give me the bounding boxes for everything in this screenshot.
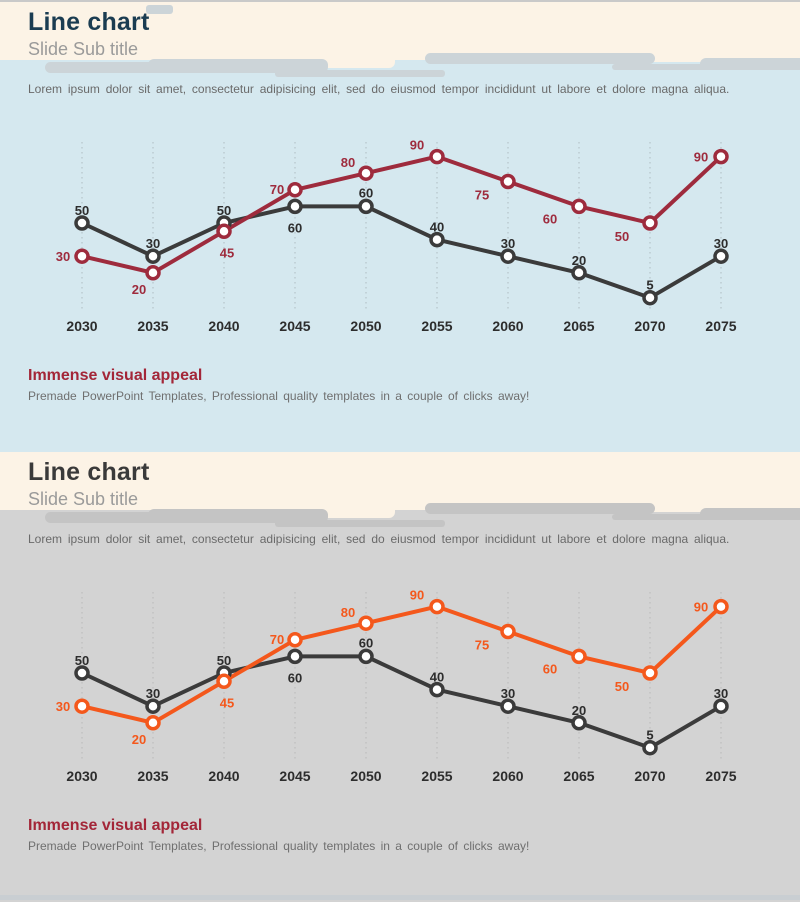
svg-text:60: 60 bbox=[359, 635, 373, 650]
footer-heading: Immense visual appeal bbox=[28, 817, 203, 834]
svg-text:30: 30 bbox=[714, 236, 728, 251]
svg-text:75: 75 bbox=[475, 188, 489, 203]
svg-text:2075: 2075 bbox=[705, 768, 736, 784]
svg-text:2050: 2050 bbox=[350, 768, 381, 784]
svg-text:20: 20 bbox=[572, 703, 586, 718]
cloud-decoration bbox=[612, 64, 732, 70]
slide-title: Line chart bbox=[28, 8, 150, 36]
cloud-decoration bbox=[425, 503, 655, 514]
svg-text:30: 30 bbox=[56, 699, 70, 714]
svg-text:90: 90 bbox=[410, 138, 424, 153]
svg-text:60: 60 bbox=[359, 185, 373, 200]
slide-subtitle: Slide Sub title bbox=[28, 39, 139, 59]
svg-text:70: 70 bbox=[270, 632, 284, 647]
svg-text:60: 60 bbox=[543, 211, 557, 226]
cloud-decoration bbox=[146, 5, 173, 14]
svg-text:40: 40 bbox=[430, 220, 444, 235]
svg-text:2055: 2055 bbox=[421, 318, 452, 334]
svg-text:2055: 2055 bbox=[421, 768, 452, 784]
svg-text:2035: 2035 bbox=[137, 318, 168, 334]
slide-2: Line chart Slide Sub title Lorem ipsum d… bbox=[0, 452, 800, 902]
svg-text:2045: 2045 bbox=[279, 318, 310, 334]
bottom-strip bbox=[0, 895, 800, 900]
svg-text:50: 50 bbox=[217, 203, 231, 218]
slide-1-header: Line chart Slide Sub title bbox=[0, 2, 800, 60]
cloud-decoration bbox=[275, 520, 445, 527]
svg-text:2060: 2060 bbox=[492, 318, 523, 334]
svg-text:50: 50 bbox=[615, 679, 629, 694]
svg-text:5: 5 bbox=[646, 728, 653, 743]
cloud-decoration bbox=[148, 59, 328, 73]
body-text: Lorem ipsum dolor sit amet, consectetur … bbox=[28, 82, 730, 96]
svg-text:2060: 2060 bbox=[492, 768, 523, 784]
svg-text:20: 20 bbox=[132, 282, 146, 297]
svg-text:2040: 2040 bbox=[208, 318, 239, 334]
body-text: Lorem ipsum dolor sit amet, consectetur … bbox=[28, 532, 730, 546]
svg-text:30: 30 bbox=[501, 686, 515, 701]
svg-text:2065: 2065 bbox=[563, 318, 594, 334]
svg-text:70: 70 bbox=[270, 182, 284, 197]
svg-text:20: 20 bbox=[132, 732, 146, 747]
svg-text:50: 50 bbox=[615, 229, 629, 244]
svg-text:50: 50 bbox=[217, 653, 231, 668]
svg-text:50: 50 bbox=[75, 653, 89, 668]
svg-text:30: 30 bbox=[56, 249, 70, 264]
svg-text:2065: 2065 bbox=[563, 768, 594, 784]
svg-text:30: 30 bbox=[501, 236, 515, 251]
footer-text: Premade PowerPoint Templates, Profession… bbox=[28, 389, 530, 403]
svg-text:2075: 2075 bbox=[705, 318, 736, 334]
svg-text:20: 20 bbox=[572, 253, 586, 268]
line-chart: 5030506060403020530302045708090756050902… bbox=[56, 588, 737, 784]
svg-text:30: 30 bbox=[146, 686, 160, 701]
footer-heading: Immense visual appeal bbox=[28, 367, 203, 384]
svg-text:80: 80 bbox=[341, 605, 355, 620]
svg-text:2040: 2040 bbox=[208, 768, 239, 784]
svg-text:2045: 2045 bbox=[279, 768, 310, 784]
cloud-decoration bbox=[612, 514, 732, 520]
footer-text: Premade PowerPoint Templates, Profession… bbox=[28, 839, 530, 853]
svg-text:60: 60 bbox=[288, 670, 302, 685]
svg-text:2030: 2030 bbox=[66, 768, 97, 784]
svg-text:90: 90 bbox=[694, 150, 708, 165]
svg-text:60: 60 bbox=[288, 220, 302, 235]
cloud-decoration bbox=[45, 512, 165, 523]
svg-text:60: 60 bbox=[543, 661, 557, 676]
slide-title: Line chart bbox=[28, 458, 150, 486]
cloud-decoration bbox=[45, 62, 165, 73]
svg-text:50: 50 bbox=[75, 203, 89, 218]
svg-text:2070: 2070 bbox=[634, 768, 665, 784]
svg-text:45: 45 bbox=[220, 695, 234, 710]
line-chart: 5030506060403020530302045708090756050902… bbox=[56, 138, 737, 334]
svg-text:2035: 2035 bbox=[137, 768, 168, 784]
slide-1: Line chart Slide Sub title Lorem ipsum d… bbox=[0, 2, 800, 452]
svg-text:40: 40 bbox=[430, 670, 444, 685]
svg-text:5: 5 bbox=[646, 278, 653, 293]
svg-text:2050: 2050 bbox=[350, 318, 381, 334]
svg-text:2030: 2030 bbox=[66, 318, 97, 334]
slide-subtitle: Slide Sub title bbox=[28, 489, 139, 509]
svg-text:30: 30 bbox=[714, 686, 728, 701]
svg-text:90: 90 bbox=[410, 588, 424, 603]
svg-text:75: 75 bbox=[475, 638, 489, 653]
cloud-decoration bbox=[148, 509, 328, 523]
svg-text:80: 80 bbox=[341, 155, 355, 170]
cloud-decoration bbox=[425, 53, 655, 64]
svg-text:30: 30 bbox=[146, 236, 160, 251]
svg-text:2070: 2070 bbox=[634, 318, 665, 334]
svg-text:45: 45 bbox=[220, 245, 234, 260]
svg-text:90: 90 bbox=[694, 600, 708, 615]
cloud-decoration bbox=[275, 70, 445, 77]
